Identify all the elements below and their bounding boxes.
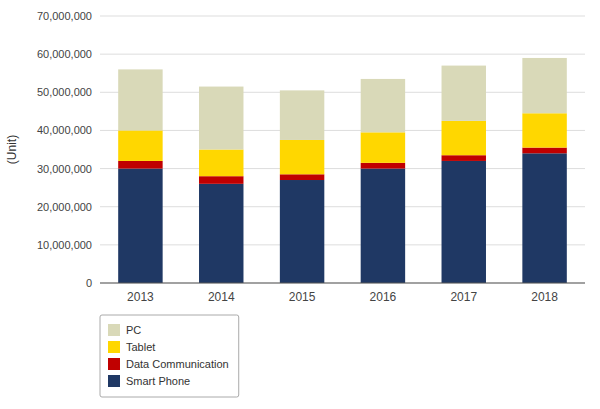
bar-segment <box>442 66 486 121</box>
bar-segment <box>522 153 566 283</box>
bar-segment <box>361 79 405 132</box>
grid-line <box>100 54 585 55</box>
bar-segment <box>280 140 324 174</box>
grid-line <box>100 206 585 207</box>
y-tick-label: 30,000,000 <box>37 163 92 175</box>
y-tick-label: 0 <box>86 277 92 289</box>
legend-swatch <box>108 375 120 387</box>
x-axis-line <box>100 283 585 284</box>
bar-segment <box>280 180 324 283</box>
bar-segment <box>522 148 566 154</box>
bar-segment <box>118 69 162 130</box>
bar-segment <box>199 184 243 283</box>
bar-segment <box>118 169 162 283</box>
x-tick-label: 2014 <box>208 290 235 304</box>
bar-segment <box>522 58 566 113</box>
legend-label: PC <box>126 324 141 336</box>
x-tick-label: 2015 <box>289 290 316 304</box>
legend-swatch <box>108 324 120 336</box>
bar-segment <box>280 174 324 180</box>
y-tick-label: 40,000,000 <box>37 124 92 136</box>
grid-line <box>100 16 585 17</box>
grid-line <box>100 244 585 245</box>
bar-segment <box>442 121 486 155</box>
bar-segment <box>199 150 243 177</box>
bar-segment <box>522 113 566 147</box>
legend-swatch <box>108 358 120 370</box>
y-tick-label: 60,000,000 <box>37 48 92 60</box>
y-axis: 0 10,000,000 20,000,000 30,000,000 40,000,00… <box>37 10 585 289</box>
bars <box>118 58 567 283</box>
grid-line <box>100 168 585 169</box>
chart: 0 10,000,000 20,000,000 30,000,000 40,000,00… <box>0 0 600 409</box>
legend-swatch <box>108 341 120 353</box>
y-axis-label: (Unit) <box>5 135 19 164</box>
grid-line <box>100 92 585 93</box>
y-tick-label: 50,000,000 <box>37 86 92 98</box>
bar-segment <box>118 161 162 169</box>
bar-segment <box>361 132 405 163</box>
bar-segment <box>199 176 243 184</box>
x-tick-label: 2017 <box>450 290 477 304</box>
grid-line <box>100 130 585 131</box>
bar-segment <box>442 155 486 161</box>
y-tick-label: 10,000,000 <box>37 239 92 251</box>
legend-label: Smart Phone <box>126 375 190 387</box>
legend-label: Data Communication <box>126 358 229 370</box>
legend-frame <box>100 315 239 397</box>
y-tick-label: 20,000,000 <box>37 201 92 213</box>
legend: PC Tablet Data Communication Smart Phone <box>100 315 239 397</box>
bar-segment <box>361 163 405 169</box>
bar-segment <box>361 169 405 283</box>
bar-segment <box>199 87 243 150</box>
y-tick-label: 70,000,000 <box>37 10 92 22</box>
bar-segment <box>442 161 486 283</box>
grid-line <box>100 283 585 284</box>
x-tick-label: 2018 <box>531 290 558 304</box>
x-tick-label: 2013 <box>127 290 154 304</box>
x-tick-label: 2016 <box>370 290 397 304</box>
legend-label: Tablet <box>126 341 155 353</box>
bar-segment <box>118 130 162 161</box>
bar-segment <box>280 90 324 140</box>
x-axis: 2013 2014 2015 2016 2017 2018 <box>100 283 585 304</box>
